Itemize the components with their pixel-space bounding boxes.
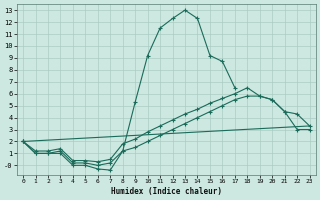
- X-axis label: Humidex (Indice chaleur): Humidex (Indice chaleur): [111, 187, 222, 196]
